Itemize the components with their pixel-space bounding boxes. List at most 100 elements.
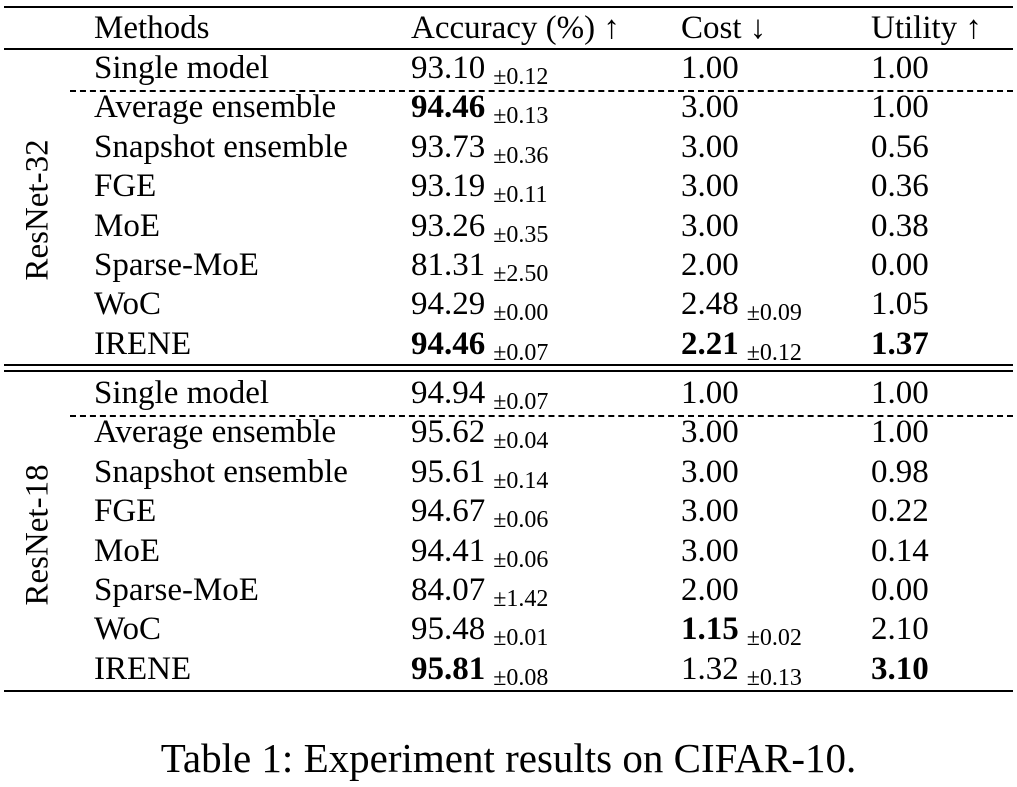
cost-cell-value: 3.00 <box>681 414 739 451</box>
accuracy-cell: 94.41 ±0.06 <box>411 532 548 572</box>
cost-cell-value: 1.00 <box>681 375 739 411</box>
method-name: IRENE <box>94 650 192 687</box>
cost-cell: 2.00 <box>681 249 739 282</box>
accuracy-cell-value: 94.41 <box>411 532 486 569</box>
accuracy-cell-std: ±0.07 <box>493 389 549 415</box>
cost-cell: 3.00 <box>681 170 739 203</box>
method-name: Snapshot ensemble <box>94 453 348 490</box>
group-rule <box>4 370 1013 372</box>
cost-cell-value: 2.00 <box>681 247 739 283</box>
method-name: FGE <box>94 493 157 530</box>
method-name: MoE <box>94 207 160 244</box>
method-name: FGE <box>94 168 157 205</box>
accuracy-cell-value: 95.81 <box>411 650 486 687</box>
utility-cell: 1.00 <box>871 414 929 451</box>
utility-cell: 0.98 <box>871 453 929 490</box>
accuracy-cell-std: ±0.08 <box>493 664 549 691</box>
table-caption: Table 1: Experiment results on CIFAR-10. <box>160 735 857 781</box>
utility-cell: 2.10 <box>871 611 929 648</box>
cost-cell-value: 3.00 <box>681 532 739 569</box>
header-methods: Methods <box>94 10 210 46</box>
method-name: MoE <box>94 532 160 569</box>
cost-cell-std: ±0.09 <box>746 300 802 327</box>
table-top-rule <box>4 6 1013 8</box>
accuracy-cell-std: ±0.04 <box>493 428 549 455</box>
accuracy-cell-value: 84.07 <box>411 572 486 608</box>
group-label: ResNet-32 <box>19 139 56 281</box>
method-name: WoC <box>94 611 162 648</box>
accuracy-cell-std: ±0.07 <box>493 339 549 366</box>
accuracy-cell-std: ±0.35 <box>493 221 549 248</box>
accuracy-cell-value: 93.73 <box>411 128 486 165</box>
cost-cell: 2.21 ±0.12 <box>681 327 802 365</box>
accuracy-cell-value: 94.67 <box>411 493 486 530</box>
utility-cell: 1.00 <box>871 375 929 411</box>
cost-cell-value: 2.00 <box>681 572 739 608</box>
accuracy-cell-value: 94.94 <box>411 375 486 411</box>
utility-cell: 0.00 <box>871 247 929 283</box>
cost-cell-std: ±0.13 <box>746 664 802 691</box>
cost-cell: 2.48 ±0.09 <box>681 286 802 326</box>
accuracy-cell: 95.61 ±0.14 <box>411 455 548 493</box>
cost-cell: 3.00 <box>681 130 739 164</box>
cost-cell: 1.32 ±0.13 <box>681 650 802 690</box>
accuracy-cell-value: 95.48 <box>411 611 486 648</box>
cost-cell-value: 2.48 <box>681 286 739 323</box>
header-utility: Utility ↑ <box>871 10 982 46</box>
accuracy-cell-std: ±0.06 <box>493 507 549 534</box>
accuracy-cell-value: 95.62 <box>411 414 486 451</box>
header-rule <box>4 48 1013 50</box>
accuracy-cell-std: ±0.36 <box>493 142 549 169</box>
utility-cell: 0.38 <box>871 207 929 244</box>
utility-cell: 1.05 <box>871 286 929 323</box>
group-label: ResNet-18 <box>19 464 56 606</box>
utility-cell: 0.36 <box>871 168 929 205</box>
accuracy-cell-value: 93.26 <box>411 207 486 244</box>
accuracy-cell-std: ±0.14 <box>493 467 549 494</box>
method-name: Average ensemble <box>94 89 337 126</box>
accuracy-cell-std: ±0.12 <box>493 64 549 90</box>
accuracy-cell: 95.62 ±0.04 <box>411 414 548 454</box>
method-name: Single model <box>94 50 270 86</box>
accuracy-cell-std: ±0.00 <box>493 300 549 327</box>
accuracy-cell: 94.29 ±0.00 <box>411 288 548 326</box>
accuracy-cell-std: ±2.50 <box>493 261 549 287</box>
cost-cell-value: 1.32 <box>681 650 739 687</box>
cost-cell-value: 3.00 <box>681 453 739 490</box>
header-cost: Cost ↓ <box>681 10 767 46</box>
utility-cell: 0.00 <box>871 572 929 608</box>
utility-cell: 3.10 <box>871 650 929 687</box>
cost-cell: 1.00 <box>681 377 739 410</box>
accuracy-cell: 93.10 ±0.12 <box>411 52 548 90</box>
accuracy-cell-value: 81.31 <box>411 247 486 283</box>
accuracy-cell: 94.94 ±0.07 <box>411 375 548 415</box>
accuracy-cell: 95.48 ±0.01 <box>411 611 548 651</box>
cost-cell: 3.00 <box>681 532 739 569</box>
cost-cell: 1.15 ±0.02 <box>681 613 802 651</box>
baseline-separator <box>70 90 1013 92</box>
accuracy-cell: 93.19 ±0.11 <box>411 170 548 208</box>
utility-cell: 0.22 <box>871 493 929 530</box>
method-name: Snapshot ensemble <box>94 128 348 165</box>
cost-cell: 3.00 <box>681 453 739 490</box>
accuracy-cell-value: 94.46 <box>411 325 486 362</box>
method-name: Sparse-MoE <box>94 247 259 283</box>
group-rule <box>4 364 1013 366</box>
cost-cell-value: 3.00 <box>681 493 739 530</box>
baseline-separator <box>70 415 1013 417</box>
cost-cell: 2.00 <box>681 574 739 607</box>
accuracy-cell: 94.46 ±0.13 <box>411 91 548 129</box>
utility-cell: 1.00 <box>871 89 929 126</box>
accuracy-cell: 95.81 ±0.08 <box>411 650 548 690</box>
accuracy-cell-std: ±0.01 <box>493 625 549 652</box>
accuracy-cell: 94.67 ±0.06 <box>411 493 548 533</box>
cost-cell-std: ±0.12 <box>746 339 802 366</box>
cost-cell-std: ±0.02 <box>746 625 802 652</box>
table-bottom-rule <box>4 690 1013 692</box>
accuracy-cell-std: ±0.11 <box>493 182 548 209</box>
cost-cell-value: 3.00 <box>681 89 739 126</box>
cost-cell-value: 3.00 <box>681 207 739 244</box>
cost-cell: 1.00 <box>681 52 739 85</box>
accuracy-cell: 93.73 ±0.36 <box>411 128 548 168</box>
